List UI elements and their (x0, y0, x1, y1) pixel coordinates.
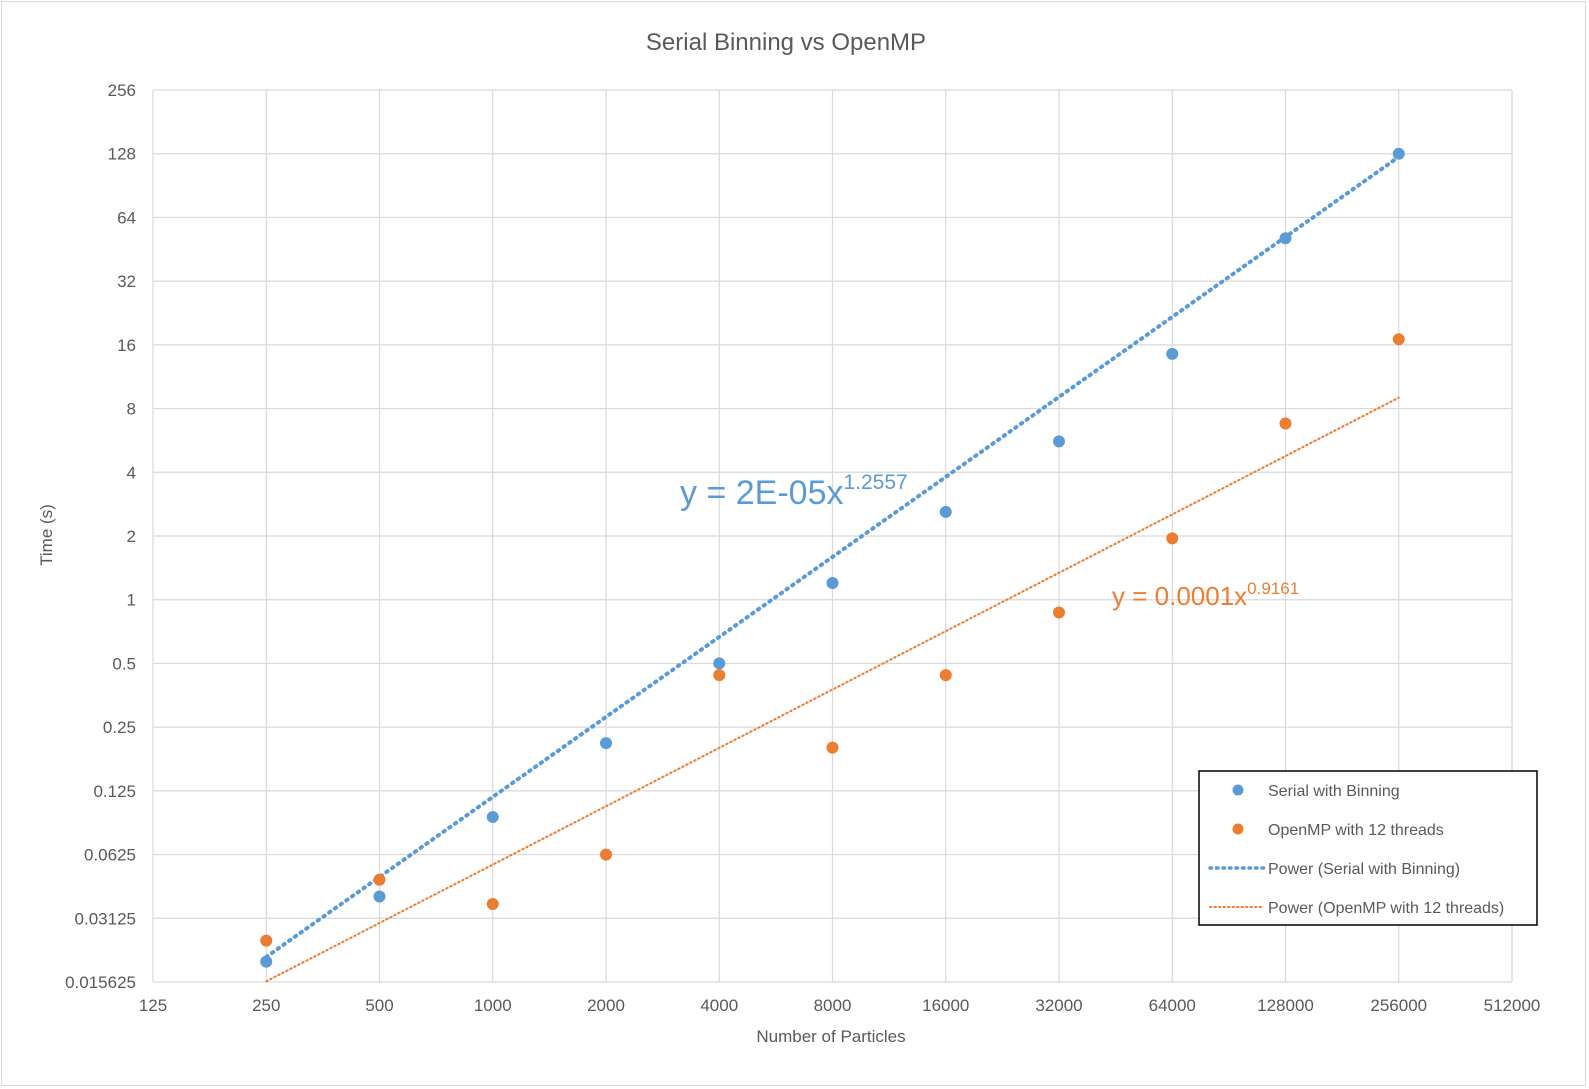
chart-title: Serial Binning vs OpenMP (646, 29, 926, 56)
x-axis-label: Number of Particles (756, 1027, 905, 1046)
trendline-layer (264, 154, 1401, 983)
data-point-openmp (1053, 606, 1065, 619)
data-point-serial (1166, 347, 1179, 360)
legend-label-openmp: OpenMP with 12 threads (1268, 822, 1444, 839)
legend-label-openmp-trend: Power (OpenMP with 12 threads) (1268, 900, 1504, 917)
legend-marker-openmp (1232, 823, 1244, 835)
data-point-serial (713, 657, 726, 670)
legend-box (1198, 770, 1538, 926)
x-tick-label: 1000 (474, 996, 512, 1015)
y-tick-label: 0.5 (112, 654, 136, 673)
trendline-equation-openmp: y = 0.0001x0.9161 (1112, 579, 1299, 611)
y-tick-label: 8 (127, 400, 136, 419)
x-tick-label: 256000 (1370, 996, 1427, 1015)
y-tick-label: 128 (108, 145, 136, 164)
y-tick-label: 2 (127, 527, 136, 546)
data-point-serial (260, 955, 273, 968)
data-point-openmp (600, 848, 612, 861)
y-tick-label: 0.125 (93, 782, 136, 801)
data-point-serial (600, 737, 612, 750)
y-tick-label: 0.03125 (75, 909, 136, 928)
data-point-serial (1279, 232, 1292, 245)
data-point-openmp (260, 934, 273, 947)
x-tick-label: 500 (365, 996, 393, 1015)
x-tick-label: 2000 (587, 996, 625, 1015)
y-tick-label: 64 (117, 208, 136, 227)
trendline-power-openmp-with-12-threads (265, 396, 1400, 983)
trendline-power-serial-with-binning (264, 154, 1401, 959)
y-axis-label: Time (s) (37, 504, 56, 566)
trendline-equation-serial: y = 2E-05x1.2557 (680, 471, 908, 512)
tick-label-layer: 125 250 500 1000 2000 4000 8000 16000 32000 64000… (65, 81, 1540, 1015)
data-point-openmp (713, 669, 726, 682)
data-point-serial (373, 890, 386, 903)
data-point-openmp (486, 898, 499, 911)
x-tick-label: 512000 (1484, 996, 1541, 1015)
y-tick-label: 4 (127, 463, 136, 482)
legend-marker-serial (1232, 784, 1244, 796)
x-tick-label: 4000 (700, 996, 738, 1015)
y-tick-label: 256 (108, 81, 136, 100)
data-point-serial (826, 576, 839, 589)
grid-layer (152, 89, 1513, 983)
y-tick-label: 16 (117, 336, 136, 355)
data-point-openmp (826, 741, 839, 754)
x-tick-label: 8000 (814, 996, 852, 1015)
data-point-serial (1392, 147, 1405, 160)
equation-openmp-exponent: 0.9161 (1247, 579, 1299, 598)
equation-serial-base: y = 2E-05x (680, 474, 843, 512)
x-tick-label: 125 (139, 996, 167, 1015)
y-tick-label: 0.25 (103, 718, 136, 737)
data-point-openmp (373, 873, 386, 886)
data-point-openmp (1279, 417, 1292, 430)
x-tick-label: 64000 (1149, 996, 1196, 1015)
x-tick-label: 16000 (922, 996, 969, 1015)
equation-openmp-base: y = 0.0001x (1112, 581, 1247, 611)
data-point-openmp (939, 669, 952, 682)
data-point-serial (1053, 435, 1065, 448)
x-tick-label: 250 (252, 996, 280, 1015)
x-tick-label: 32000 (1035, 996, 1082, 1015)
legend-label-serial: Serial with Binning (1268, 783, 1400, 800)
data-point-serial (486, 811, 499, 824)
legend-label-serial-trend: Power (Serial with Binning) (1268, 861, 1460, 878)
x-tick-label: 128000 (1257, 996, 1314, 1015)
y-tick-label: 1 (127, 591, 136, 610)
y-tick-label: 0.0625 (84, 846, 136, 865)
y-tick-label: 0.015625 (65, 973, 136, 992)
y-tick-label: 32 (117, 272, 136, 291)
data-point-openmp (1166, 532, 1179, 545)
data-point-openmp (1392, 333, 1405, 346)
legend: Serial with Binning OpenMP with 12 threa… (1198, 770, 1538, 926)
point-layer (260, 147, 1405, 968)
equation-serial-exponent: 1.2557 (843, 471, 907, 494)
data-point-serial (939, 505, 952, 518)
